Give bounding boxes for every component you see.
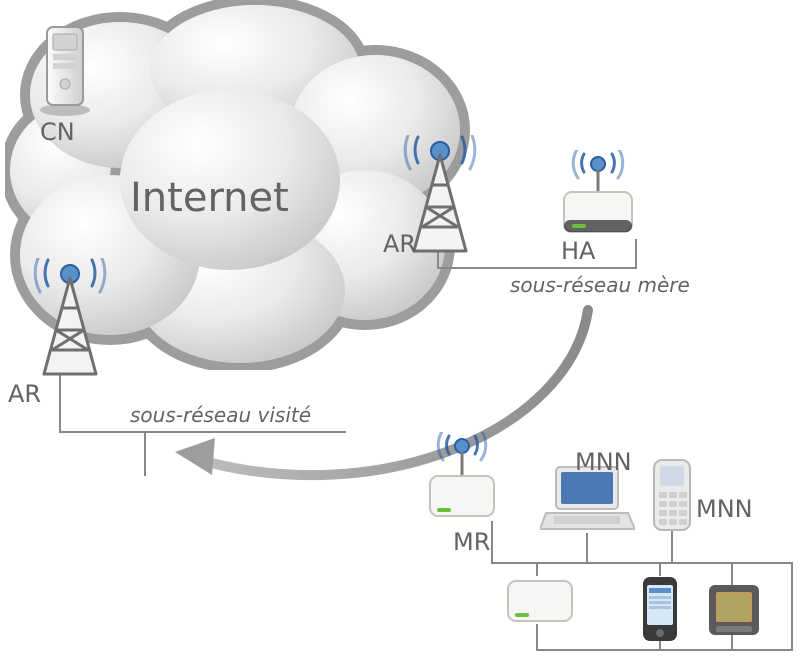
label-ar-left: AR bbox=[8, 380, 41, 408]
antenna-tower-left bbox=[30, 258, 110, 378]
label-cn: CN bbox=[40, 118, 75, 146]
label-mnn-right: MNN bbox=[696, 495, 753, 523]
label-ha: HA bbox=[561, 237, 595, 265]
smartphone bbox=[640, 575, 680, 643]
label-internet: Internet bbox=[130, 175, 289, 221]
label-home-subnet: sous-réseau mère bbox=[510, 273, 690, 297]
featurephone-mnn bbox=[650, 458, 695, 533]
router-mr bbox=[425, 432, 500, 524]
router-plain bbox=[505, 575, 575, 627]
server-cn bbox=[35, 22, 95, 117]
label-mnn-top: MNN bbox=[575, 448, 632, 476]
router-ha bbox=[558, 150, 638, 240]
diagram-stage: Internet CN AR AR HA MR MNN MNN sous-rés… bbox=[0, 0, 800, 664]
pda bbox=[706, 582, 762, 638]
label-visited-subnet: sous-réseau visité bbox=[130, 403, 311, 427]
label-ar-right: AR bbox=[383, 230, 416, 258]
label-mr: MR bbox=[453, 528, 490, 556]
